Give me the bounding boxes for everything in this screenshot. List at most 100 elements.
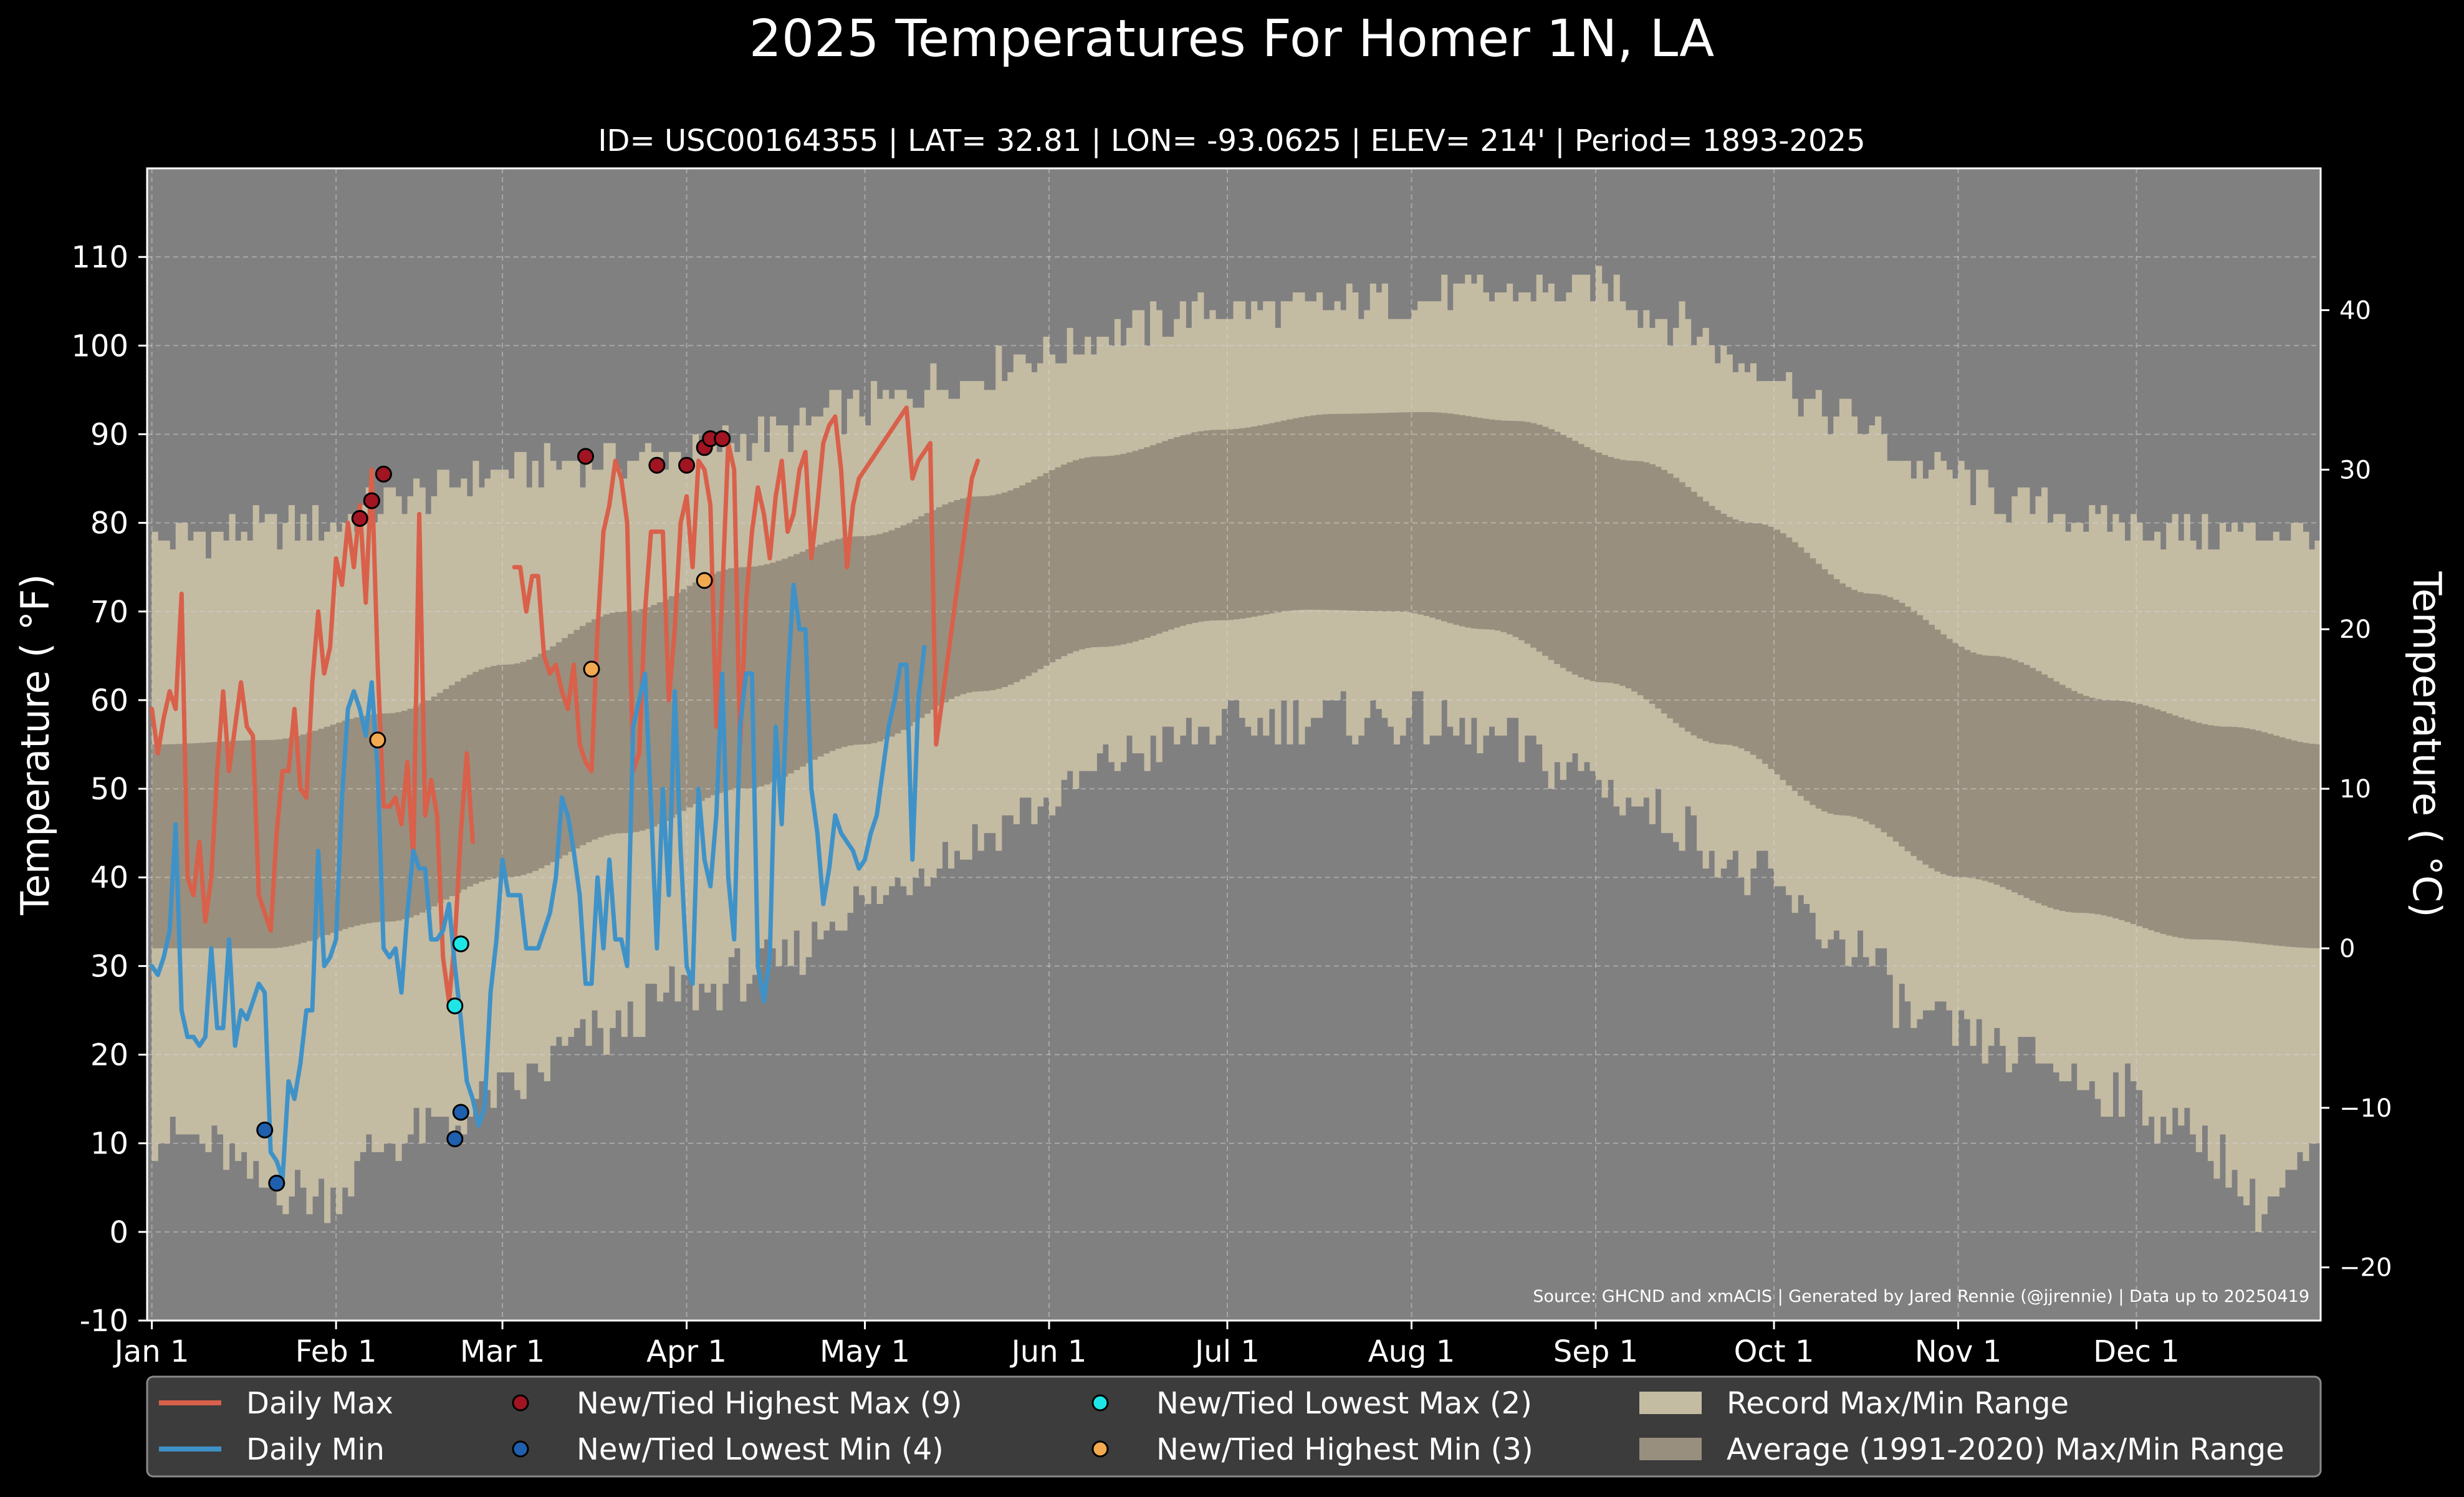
- x-tick-label: Nov 1: [1915, 1334, 2001, 1369]
- average-range-bar: [1750, 522, 1757, 755]
- average-range-bar: [235, 741, 242, 948]
- average-range-bar: [829, 541, 836, 751]
- average-range-bar: [217, 741, 224, 948]
- average-range-bar: [1679, 482, 1685, 728]
- average-range-bar: [306, 733, 313, 941]
- average-range-bar: [1560, 435, 1566, 668]
- average-range-bar: [2094, 699, 2101, 915]
- average-range-bar: [1732, 519, 1739, 746]
- average-range-bar: [1209, 430, 1216, 621]
- average-range-bar: [2166, 713, 2173, 936]
- y-tick-label: 70: [90, 595, 128, 630]
- average-range-bar: [883, 532, 889, 739]
- average-range-bar: [1061, 465, 1068, 657]
- average-range-bar: [401, 710, 408, 920]
- average-range-bar: [1904, 606, 1911, 852]
- average-range-bar: [2225, 726, 2232, 941]
- average-range-bar: [1186, 433, 1192, 625]
- average-range-bar: [199, 743, 206, 948]
- average-range-bar: [1179, 435, 1186, 626]
- average-range-bar: [2136, 704, 2143, 927]
- average-range-bar: [360, 716, 367, 925]
- legend-label: New/Tied Highest Max (9): [577, 1386, 962, 1421]
- average-range-bar: [1441, 413, 1448, 622]
- x-tick-label: Aug 1: [1368, 1334, 1455, 1369]
- legend-swatch-marker: [512, 1394, 529, 1412]
- average-range-bar: [1738, 521, 1745, 749]
- y-tick-label: 50: [90, 772, 128, 807]
- average-range-bar: [413, 706, 420, 915]
- average-range-bar: [158, 744, 165, 948]
- average-range-bar: [1810, 558, 1816, 806]
- average-range-bar: [520, 662, 527, 875]
- average-range-bar: [609, 612, 616, 834]
- average-range-bar: [2035, 671, 2042, 903]
- average-range-bar: [454, 681, 461, 893]
- x-tick-label: Jul 1: [1193, 1334, 1260, 1369]
- average-range-bar: [811, 547, 818, 760]
- average-range-bar: [1085, 457, 1091, 648]
- y-tick-label-right: 0: [2339, 935, 2355, 963]
- average-range-bar: [2142, 705, 2149, 928]
- y-tick-label: -10: [80, 1304, 128, 1339]
- average-range-bar: [1304, 416, 1311, 610]
- y-tick-label: 10: [90, 1127, 128, 1162]
- highest-min-marker: [583, 660, 600, 678]
- average-range-bar: [1102, 456, 1109, 647]
- average-range-bar: [478, 669, 486, 882]
- average-range-bar: [1150, 445, 1157, 636]
- x-tick-label: Sep 1: [1553, 1334, 1638, 1369]
- average-range-bar: [1608, 456, 1614, 683]
- average-range-bar: [579, 626, 587, 845]
- average-range-bar: [1411, 412, 1418, 614]
- plot-area: Source: GHCND and xmACIS | Generated by …: [146, 167, 2322, 1322]
- average-range-bar: [175, 744, 182, 948]
- average-range-bar: [1952, 643, 1959, 877]
- average-range-bar: [924, 513, 931, 714]
- y-tick-label: 30: [90, 949, 128, 984]
- average-range-bar: [1500, 420, 1507, 632]
- average-range-bar: [1542, 426, 1549, 656]
- average-range-bar: [1197, 431, 1204, 622]
- average-range-bar: [1869, 594, 1876, 825]
- average-range-bar: [1928, 625, 1935, 869]
- average-range-bar: [2130, 702, 2137, 925]
- average-range-bar: [1910, 610, 1917, 856]
- average-range-bar: [2195, 723, 2202, 940]
- average-range-bar: [276, 739, 283, 948]
- average-range-bar: [1762, 524, 1769, 764]
- average-range-bar: [300, 734, 307, 943]
- average-range-bars: [151, 412, 2321, 948]
- average-range-bar: [2303, 743, 2309, 948]
- average-range-bar: [1631, 461, 1638, 692]
- average-range-bar: [2243, 728, 2250, 943]
- average-range-bar: [2089, 698, 2096, 914]
- average-range-bar: [1672, 478, 1680, 723]
- x-tick-label: Dec 1: [2093, 1334, 2180, 1369]
- average-range-bar: [2202, 724, 2208, 940]
- y-tick-label: 0: [109, 1215, 128, 1250]
- legend-swatch-marker: [1091, 1394, 1109, 1412]
- average-range-bar: [1566, 438, 1573, 671]
- average-range-bar: [871, 535, 878, 743]
- average-range-bar: [2237, 727, 2244, 942]
- record-markers: [256, 430, 731, 1192]
- average-range-bar: [2000, 657, 2006, 887]
- y-axis-celsius: −20 −10 0 10 20 30 40: [2321, 296, 2392, 1283]
- average-range-bar: [2106, 700, 2113, 917]
- average-range-bar: [1096, 456, 1103, 647]
- average-range-bar: [728, 568, 735, 790]
- average-range-bar: [2065, 688, 2072, 912]
- average-range-bar: [2261, 732, 2268, 945]
- x-axis: Jan 1 Feb 1 Mar 1 Apr 1 May 1 Jun 1 Jul 1 Aug 1…: [113, 1321, 2180, 1369]
- average-range-bar: [1393, 412, 1401, 612]
- legend-swatch-marker: [1091, 1440, 1109, 1458]
- average-range-bar: [1988, 655, 1995, 883]
- average-range-bar: [1649, 464, 1656, 704]
- average-range-bar: [1637, 461, 1644, 696]
- average-range-bar: [1025, 482, 1032, 676]
- chart-title: 2025 Temperatures For Homer 1N, LA: [749, 9, 1714, 69]
- average-range-bar: [163, 744, 170, 948]
- average-range-bar: [2314, 744, 2321, 948]
